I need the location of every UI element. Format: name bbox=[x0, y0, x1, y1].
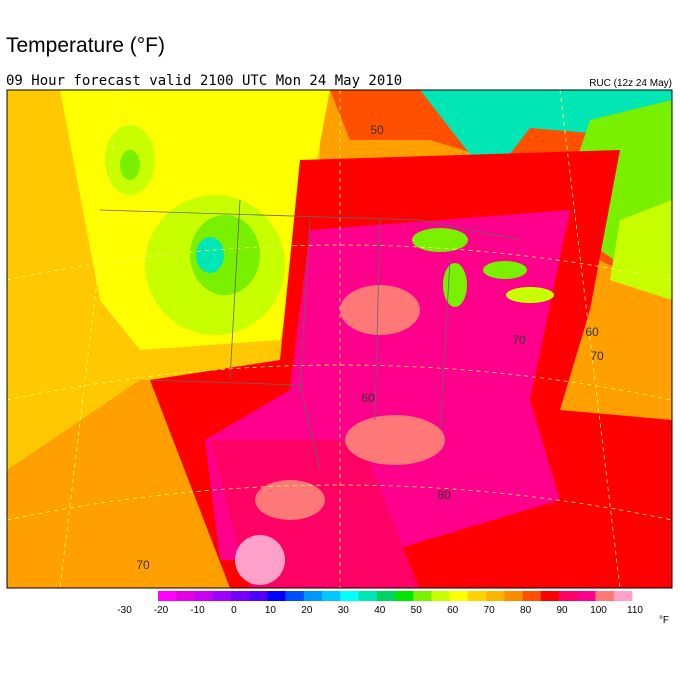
contour-label: 70 bbox=[590, 349, 604, 363]
colorbar-swatch bbox=[158, 591, 177, 601]
colorbar-swatch bbox=[212, 591, 232, 601]
colorbar-swatch bbox=[449, 591, 469, 601]
contour-label: 50 bbox=[370, 123, 384, 137]
contour-label: 80 bbox=[437, 488, 451, 502]
colorbar-swatch bbox=[504, 591, 523, 601]
colorbar-label: -20 bbox=[154, 605, 169, 616]
colorbar-label: 70 bbox=[484, 605, 496, 616]
colorbar-swatch bbox=[613, 591, 633, 601]
title: Temperature (°F) bbox=[6, 34, 165, 57]
colorbar-swatch bbox=[486, 591, 505, 601]
colorbar-label: 40 bbox=[374, 605, 386, 616]
subtitle: 09 Hour forecast valid 2100 UTC Mon 24 M… bbox=[6, 73, 402, 89]
colorbar-label: 100 bbox=[590, 605, 607, 616]
colorbar-swatch bbox=[413, 591, 432, 601]
colorbar-label: 20 bbox=[301, 605, 313, 616]
colorbar-unit: °F bbox=[659, 615, 669, 626]
contour-label: 70 bbox=[136, 558, 150, 572]
colorbar-label: 30 bbox=[338, 605, 350, 616]
colorbar-label: 50 bbox=[411, 605, 423, 616]
colorbar-swatch bbox=[267, 591, 286, 601]
colorbar-label: 60 bbox=[447, 605, 459, 616]
colorbar-swatch bbox=[303, 591, 323, 601]
colorbar-label: 90 bbox=[557, 605, 569, 616]
contour-label: 70 bbox=[512, 333, 526, 347]
colorbar-label: 0 bbox=[231, 605, 237, 616]
colorbar-swatch bbox=[431, 591, 450, 601]
colorbar-swatch bbox=[540, 591, 560, 601]
colorbar-swatch bbox=[595, 591, 615, 601]
colorbar-swatch bbox=[395, 591, 414, 601]
colorbar-swatch bbox=[285, 591, 305, 601]
colorbar-swatch bbox=[249, 591, 268, 601]
colorbar-swatch bbox=[577, 591, 596, 601]
map bbox=[6, 89, 673, 589]
colorbar-label: -30 bbox=[117, 605, 132, 616]
colorbar-swatch bbox=[230, 591, 250, 601]
colorbar-label: 110 bbox=[627, 605, 643, 616]
contour-label: 60 bbox=[361, 391, 375, 405]
colorbar-swatch bbox=[522, 591, 542, 601]
colorbar-swatch bbox=[340, 591, 359, 601]
colorbar-swatch bbox=[467, 591, 487, 601]
colorbar-swatch bbox=[176, 591, 195, 601]
colorbar-swatch bbox=[358, 591, 378, 601]
colorbar-swatch bbox=[322, 591, 341, 601]
colorbar-label: 80 bbox=[520, 605, 532, 616]
colorbar-swatch bbox=[194, 591, 213, 601]
colorbar-swatch bbox=[376, 591, 396, 601]
colorbar-label: 10 bbox=[265, 605, 277, 616]
colorbar-label: -10 bbox=[190, 605, 205, 616]
model-label: RUC (12z 24 May) bbox=[589, 78, 672, 89]
colorbar-swatch bbox=[559, 591, 578, 601]
contour-label: 60 bbox=[585, 325, 599, 339]
